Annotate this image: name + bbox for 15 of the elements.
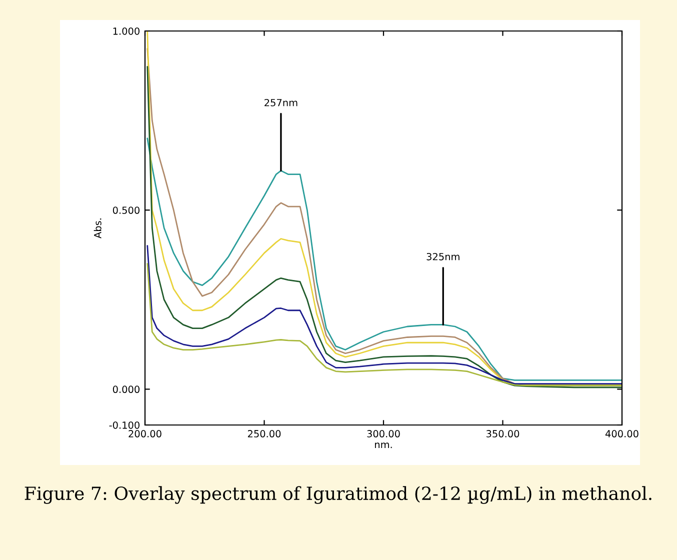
y-axis-title: Abs. [94,218,102,238]
x-tick-label: 350.00 [486,430,520,438]
y-tick-label: 1.000 [113,27,140,35]
line-series [146,138,622,381]
y-tick-label: 0.000 [112,386,140,394]
annotation: 325nm [426,252,460,260]
x-axis-title: nm. [375,442,392,448]
caption: Figure 7: Overlay spectrum of Iguratimod (2-12 µg/mL) in methanol. [24,486,652,504]
annotation: 257nm [264,98,298,106]
x-tick-label: 200.00 [128,430,162,438]
x-tick-label: 300.00 [367,430,400,438]
y-tick-label: -0.100 [109,421,140,429]
x-tick-label: 250.00 [248,430,281,438]
x-tick-label: 400.00 [605,430,638,438]
y-tick-label: 0.500 [112,206,140,214]
